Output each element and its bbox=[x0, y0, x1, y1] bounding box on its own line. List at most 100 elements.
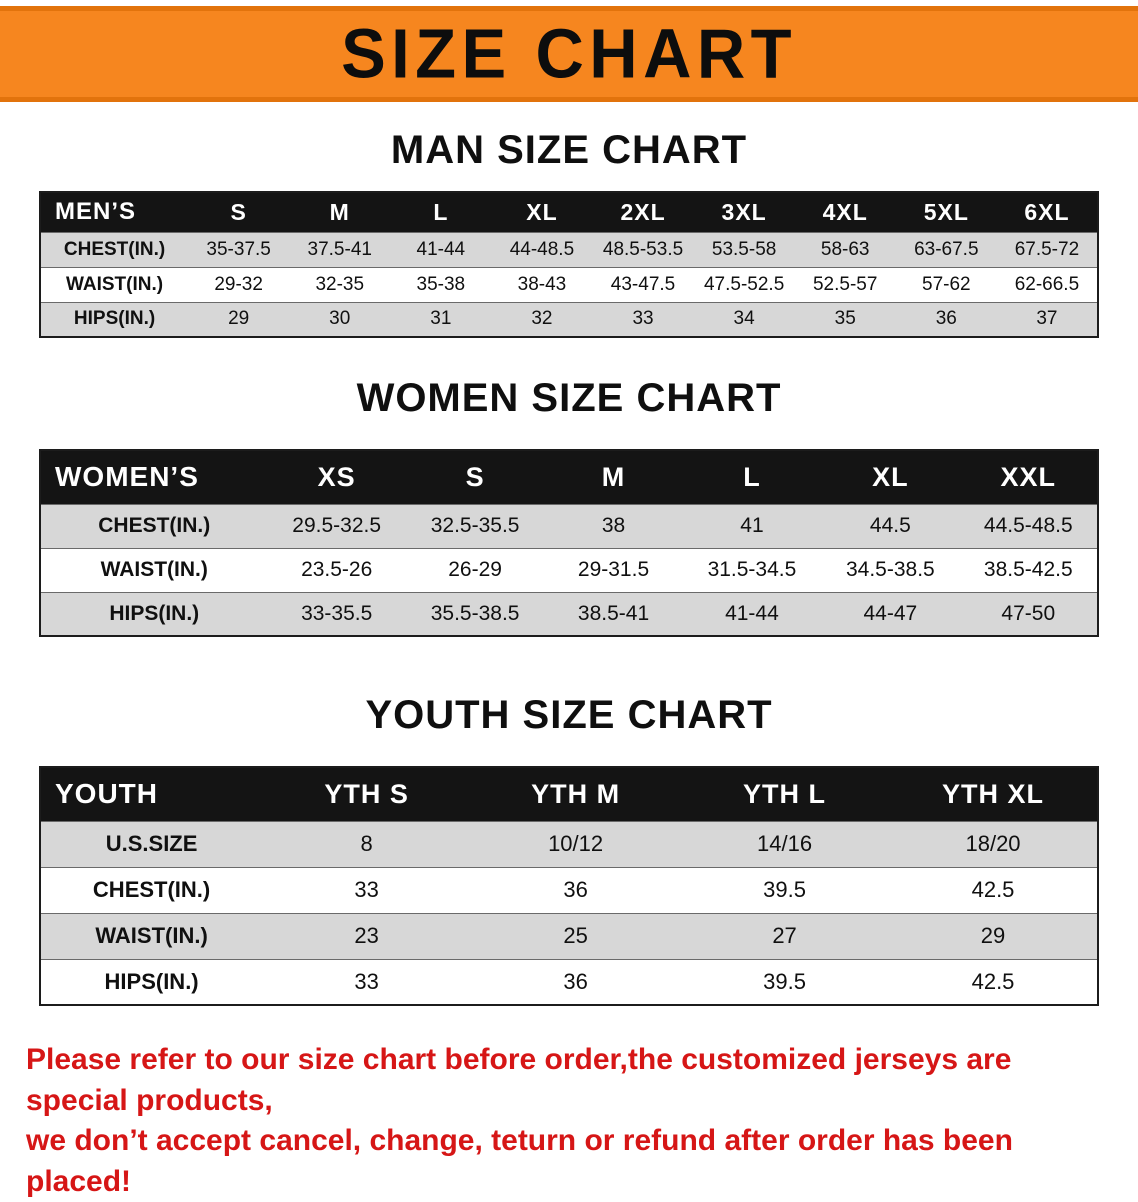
size-header-cell: YTH S bbox=[262, 767, 472, 821]
value-cell: 29 bbox=[228, 308, 250, 330]
value-cell: 58-63 bbox=[820, 238, 870, 260]
women-size-section: WOMEN SIZE CHART WOMEN’S XS S M L XL XXL CHEST(… bbox=[0, 376, 1138, 637]
table-row: U.S.SIZE 8 10/12 14/16 18/20 bbox=[40, 821, 1098, 867]
value-cell: 36 bbox=[935, 308, 957, 330]
row-label-cell: HIPS(IN.) bbox=[109, 601, 200, 625]
men-section-heading: MAN SIZE CHART bbox=[390, 128, 748, 172]
value-cell: 23 bbox=[354, 923, 379, 948]
value-cell: 42.5 bbox=[971, 877, 1015, 902]
row-label-cell: CHEST(IN.) bbox=[92, 877, 211, 902]
value-cell: 44.5 bbox=[869, 514, 911, 537]
value-cell: 35-38 bbox=[416, 273, 466, 295]
page-title: SIZE CHART bbox=[341, 15, 797, 93]
row-label-cell: WAIST(IN.) bbox=[100, 558, 208, 581]
value-cell: 36 bbox=[563, 877, 588, 902]
row-label-cell: CHEST(IN.) bbox=[98, 514, 211, 537]
value-cell: 41-44 bbox=[725, 601, 779, 625]
size-header-cell: 3XL bbox=[693, 192, 795, 232]
size-header-cell: M bbox=[544, 450, 683, 504]
row-label-cell: U.S.SIZE bbox=[105, 831, 198, 856]
table-title-cell: YOUTH bbox=[40, 767, 263, 821]
value-cell: 44-48.5 bbox=[509, 238, 575, 260]
value-cell: 8 bbox=[360, 831, 373, 856]
size-header-cell: L bbox=[390, 192, 492, 232]
value-cell: 33 bbox=[354, 877, 379, 902]
value-cell: 10/12 bbox=[548, 831, 604, 856]
table-title-cell: MEN’S bbox=[40, 192, 189, 232]
size-header-cell: XL bbox=[821, 450, 960, 504]
table-row: CHEST(IN.) 29.5-32.5 32.5-35.5 38 41 44.5 44.5… bbox=[40, 504, 1098, 548]
value-cell: 38.5-42.5 bbox=[983, 558, 1073, 581]
row-label-cell: HIPS(IN.) bbox=[73, 308, 156, 330]
value-cell: 14/16 bbox=[757, 831, 813, 856]
size-header-cell: 2XL bbox=[592, 192, 694, 232]
women-size-table: WOMEN’S XS S M L XL XXL CHEST(IN.) 29.5-32.5 32.5… bbox=[39, 449, 1099, 637]
size-header-cell: 6XL bbox=[996, 192, 1098, 232]
value-cell: 32-35 bbox=[315, 273, 365, 295]
men-size-table: MEN’S S M L XL 2XL 3XL 4XL 5XL 6XL CHEST(IN.) 35-37… bbox=[39, 191, 1099, 338]
size-header-cell: XXL bbox=[959, 450, 1098, 504]
value-cell: 29-32 bbox=[214, 273, 263, 295]
value-cell: 27 bbox=[772, 923, 797, 948]
value-cell: 34 bbox=[733, 308, 755, 330]
value-cell: 35.5-38.5 bbox=[430, 601, 520, 625]
value-cell: 25 bbox=[563, 923, 588, 948]
value-cell: 36 bbox=[563, 968, 588, 994]
value-cell: 47-50 bbox=[1001, 601, 1056, 625]
value-cell: 47.5-52.5 bbox=[703, 273, 785, 295]
value-cell: 35 bbox=[834, 308, 856, 330]
size-header-cell: 4XL bbox=[794, 192, 896, 232]
value-cell: 35-37.5 bbox=[206, 238, 271, 260]
youth-size-section: YOUTH SIZE CHART YOUTH YTH S YTH M YTH L YTH… bbox=[0, 693, 1138, 1006]
value-cell: 41-44 bbox=[416, 238, 466, 260]
table-header-row: YOUTH YTH S YTH M YTH L YTH XL bbox=[40, 767, 1098, 821]
size-header-cell: S bbox=[188, 192, 290, 232]
size-header-cell: M bbox=[289, 192, 391, 232]
value-cell: 44-47 bbox=[863, 601, 918, 625]
value-cell: 29-31.5 bbox=[577, 558, 650, 581]
women-section-heading: WOMEN SIZE CHART bbox=[356, 376, 782, 420]
value-cell: 41 bbox=[740, 514, 764, 537]
disclaimer-line-2: we don’t accept cancel, change, teturn o… bbox=[26, 1124, 1013, 1198]
value-cell: 38-43 bbox=[517, 273, 567, 295]
value-cell: 26-29 bbox=[448, 558, 502, 581]
table-row: CHEST(IN.) 35-37.5 37.5-41 41-44 44-48.5 48.5… bbox=[40, 232, 1098, 267]
table-row: CHEST(IN.) 33 36 39.5 42.5 bbox=[40, 867, 1098, 913]
title-banner: SIZE CHART bbox=[0, 6, 1138, 102]
table-row: HIPS(IN.) 33 36 39.5 42.5 bbox=[40, 959, 1098, 1005]
disclaimer: Please refer to our size chart before or… bbox=[26, 1040, 1120, 1202]
value-cell: 37.5-41 bbox=[307, 238, 372, 260]
value-cell: 39.5 bbox=[763, 877, 806, 902]
value-cell: 33-35.5 bbox=[301, 601, 373, 625]
value-cell: 29 bbox=[980, 923, 1006, 948]
value-cell: 23.5-26 bbox=[301, 558, 373, 581]
size-header-cell: XS bbox=[267, 450, 406, 504]
value-cell: 53.5-58 bbox=[711, 238, 777, 260]
size-header-cell: YTH XL bbox=[889, 767, 1098, 821]
value-cell: 29.5-32.5 bbox=[292, 514, 382, 537]
value-cell: 18/20 bbox=[965, 831, 1021, 856]
value-cell: 57-62 bbox=[922, 273, 971, 295]
size-header-cell: YTH L bbox=[680, 767, 890, 821]
value-cell: 38 bbox=[601, 514, 626, 537]
value-cell: 30 bbox=[329, 308, 351, 330]
table-row: WAIST(IN.) 23 25 27 29 bbox=[40, 913, 1098, 959]
table-row: HIPS(IN.) 33-35.5 35.5-38.5 38.5-41 41-44 44-… bbox=[40, 592, 1098, 636]
size-chart-page: SIZE CHART MAN SIZE CHART MEN’S S M L XL 2XL 3… bbox=[0, 6, 1138, 1202]
row-label-cell: WAIST(IN.) bbox=[66, 273, 164, 295]
youth-section-heading: YOUTH SIZE CHART bbox=[365, 693, 773, 737]
value-cell: 34.5-38.5 bbox=[845, 558, 935, 581]
table-row: WAIST(IN.) 23.5-26 26-29 29-31.5 31.5-34.5 34… bbox=[40, 548, 1098, 592]
value-cell: 32.5-35.5 bbox=[430, 514, 520, 537]
value-cell: 39.5 bbox=[763, 968, 806, 994]
size-header-cell: S bbox=[405, 450, 545, 504]
value-cell: 43-47.5 bbox=[610, 273, 676, 295]
value-cell: 52.5-57 bbox=[812, 273, 878, 295]
table-title-cell: WOMEN’S bbox=[40, 450, 268, 504]
value-cell: 32 bbox=[531, 308, 553, 330]
youth-size-table: YOUTH YTH S YTH M YTH L YTH XL U.S.SIZE 8 10/12… bbox=[39, 766, 1099, 1006]
row-label-cell: HIPS(IN.) bbox=[104, 968, 199, 994]
size-header-cell: 5XL bbox=[895, 192, 997, 232]
men-size-section: MAN SIZE CHART MEN’S S M L XL 2XL 3XL 4XL 5XL 6XL… bbox=[0, 128, 1138, 338]
value-cell: 37 bbox=[1036, 308, 1058, 330]
